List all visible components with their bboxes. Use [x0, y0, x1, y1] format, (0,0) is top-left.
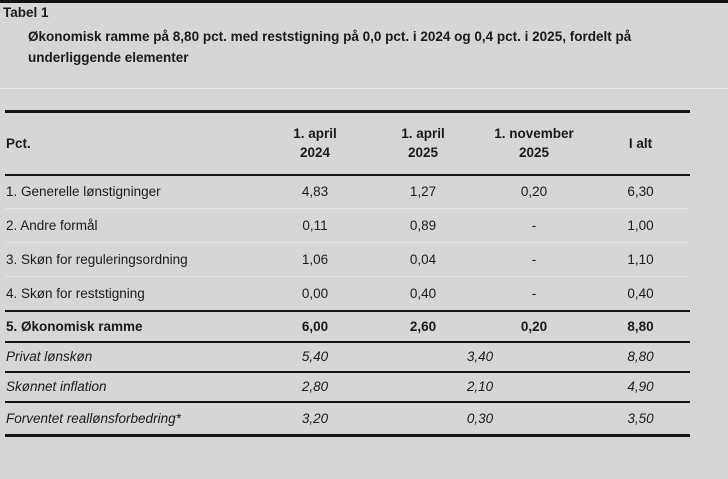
table-title: Økonomisk ramme på 8,80 pct. med reststi… [28, 29, 632, 65]
cell-value-span-2025: 0,30 [466, 410, 494, 426]
cell-value: 6,30 [627, 184, 654, 200]
cell-value: 0,04 [409, 252, 437, 267]
cell-value: 1,10 [627, 252, 654, 267]
table-row: 1. Generelle lønstigninger 4,83 1,27 0,2… [5, 175, 690, 209]
table-row-total: 5. Økonomisk ramme 6,00 2,60 0,20 8,80 [5, 310, 690, 342]
row-label: 2. Andre formål [6, 218, 98, 233]
col-header-pct: Pct. [6, 135, 31, 151]
col-header-november-2025: 1. november 2025 [494, 126, 574, 161]
row-label: 1. Generelle lønstigninger [6, 184, 161, 200]
col-header-april-2025: 1. april 2025 [401, 126, 445, 161]
cell-value: 1,27 [409, 184, 437, 200]
col-header-april-2024: 1. april 2024 [293, 126, 337, 161]
header-row: Pct. 1. april 2024 1. april 2025 1. nove… [5, 112, 690, 175]
cell-value: - [531, 252, 537, 267]
table-row-assumption: Skønnet inflation 2,80 2,10 4,90 [5, 371, 690, 402]
economic-frame-table: Pct. 1. april 2024 1. april 2025 1. nove… [5, 110, 690, 437]
cell-value: 8,80 [627, 318, 654, 334]
cell-value: 4,90 [627, 379, 654, 394]
row-label: 5. Økonomisk ramme [6, 318, 143, 334]
top-rule-divider [0, 0, 728, 3]
cell-value: 5,40 [301, 349, 329, 364]
cell-value-span-2025: 3,40 [466, 349, 494, 364]
cell-value: 0,40 [627, 285, 654, 301]
row-label: 3. Skøn for reguleringsordning [6, 252, 188, 267]
cell-value: 0,20 [520, 184, 548, 200]
cell-value: 3,20 [301, 410, 329, 426]
cell-value: 2,60 [409, 318, 437, 334]
row-label: Skønnet inflation [6, 379, 107, 394]
cell-value: 4,83 [301, 184, 329, 200]
cell-value: 3,50 [627, 410, 654, 426]
table-label: Tabel 1 [3, 5, 49, 20]
cell-value: 0,11 [302, 218, 328, 233]
cell-value: 0,89 [409, 218, 437, 233]
table-row: 2. Andre formål 0,11 0,89 - 1,00 [5, 208, 690, 243]
cell-value: - [531, 285, 537, 301]
cell-value: 8,80 [627, 349, 654, 364]
table-row-assumption: Forventet reallønsforbedring* 3,20 0,30 … [5, 401, 690, 436]
cell-value: 1,00 [627, 218, 654, 233]
table-row: 4. Skøn for reststigning 0,00 0,40 - 0,4… [5, 276, 690, 311]
cell-value: 0,40 [409, 285, 437, 301]
col-header-ialt: I alt [628, 135, 653, 151]
cell-value-span-2025: 2,10 [466, 379, 494, 394]
row-label: Privat lønskøn [6, 349, 93, 364]
row-label: Forventet reallønsforbedring* [6, 410, 181, 426]
cell-value: 0,00 [301, 285, 329, 301]
title-rule-divider [0, 88, 728, 89]
cell-value: 0,20 [520, 318, 548, 334]
cell-value: 2,80 [301, 379, 329, 394]
row-label: 4. Skøn for reststigning [6, 285, 145, 301]
cell-value: - [531, 218, 537, 233]
table-row-assumption: Privat lønskøn 5,40 3,40 8,80 [5, 342, 690, 372]
cell-value: 1,06 [301, 252, 329, 267]
table-row: 3. Skøn for reguleringsordning 1,06 0,04… [5, 242, 690, 277]
cell-value: 6,00 [301, 318, 329, 334]
